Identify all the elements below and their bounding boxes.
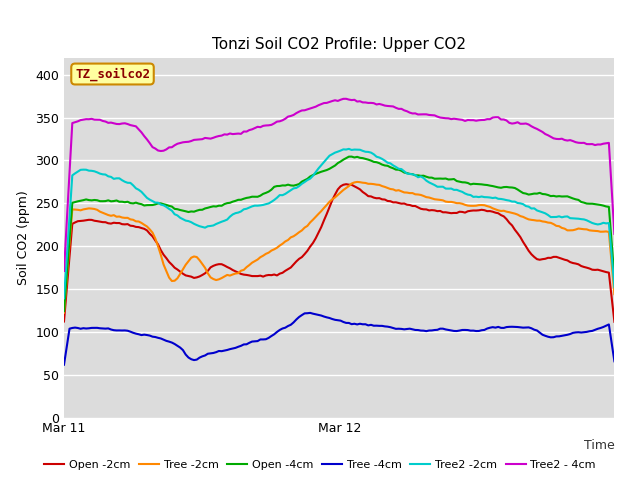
Legend: Open -2cm, Tree -2cm, Open -4cm, Tree -4cm, Tree2 -2cm, Tree2 - 4cm: Open -2cm, Tree -2cm, Open -4cm, Tree -4…	[40, 456, 600, 474]
Text: Time: Time	[584, 439, 614, 452]
Title: Tonzi Soil CO2 Profile: Upper CO2: Tonzi Soil CO2 Profile: Upper CO2	[212, 37, 466, 52]
Text: TZ_soilco2: TZ_soilco2	[75, 67, 150, 81]
Y-axis label: Soil CO2 (ppm): Soil CO2 (ppm)	[17, 190, 29, 285]
